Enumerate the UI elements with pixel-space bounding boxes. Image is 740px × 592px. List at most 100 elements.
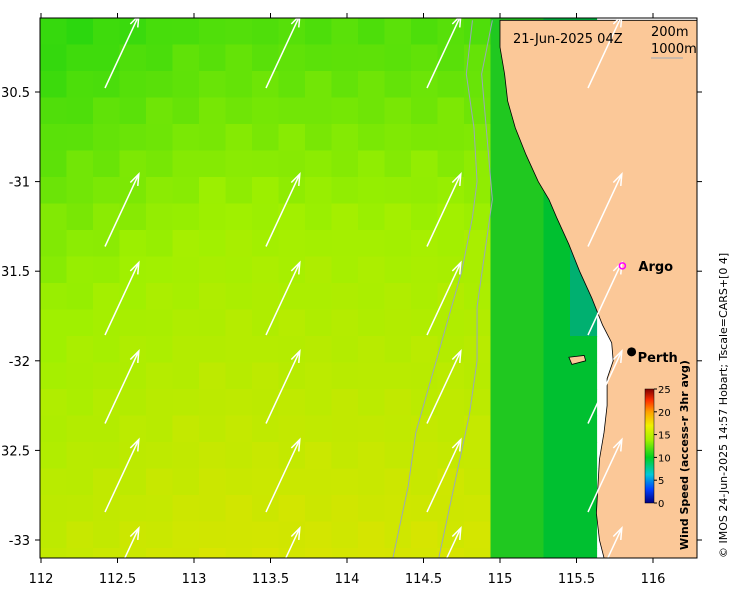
wind-cell (40, 71, 68, 99)
wind-cell (490, 495, 518, 523)
wind-cell (437, 124, 465, 152)
wind-cell (384, 203, 412, 231)
wind-cell (278, 124, 306, 152)
wind-arrow-head (612, 437, 623, 452)
wind-cell (464, 177, 492, 205)
wind-cell (146, 150, 174, 178)
wind-cell (252, 177, 280, 205)
wind-arrow-head (290, 437, 301, 452)
wind-cell (225, 495, 253, 523)
datetime-label: 21-Jun-2025 04Z (513, 32, 623, 47)
wind-cell (517, 256, 545, 284)
wind-arrow (104, 439, 140, 513)
x-tick-label: 116 (641, 572, 666, 587)
wind-cell (570, 415, 598, 443)
wind-cell (384, 177, 412, 205)
wind-cell (464, 548, 492, 558)
colorbar-tick-label: 20 (658, 408, 671, 419)
wind-cell (278, 389, 306, 417)
depth-contour (392, 20, 478, 558)
wind-cell (66, 309, 94, 337)
wind-cell (225, 203, 253, 231)
wind-cell (490, 468, 518, 496)
wind-cell (66, 336, 94, 364)
wind-cell (543, 336, 571, 364)
wind-cell (146, 336, 174, 364)
wind-cell (199, 283, 227, 311)
wind-cell (225, 309, 253, 337)
wind-cell (93, 336, 121, 364)
wind-cell (331, 468, 359, 496)
wind-cell (517, 468, 545, 496)
wind-cell (252, 362, 280, 390)
wind-cell (570, 548, 598, 558)
wind-cell (119, 44, 147, 72)
x-tick-label: 113 (182, 572, 207, 587)
wind-arrow (104, 262, 140, 336)
wind-cell (543, 495, 571, 523)
wind-cell (305, 230, 333, 258)
wind-cell (225, 548, 253, 558)
wind-cell (252, 230, 280, 258)
wind-cell (225, 442, 253, 470)
wind-cell (358, 150, 386, 178)
wind-cell (40, 521, 68, 549)
wind-cell (119, 442, 147, 470)
wind-cell (517, 309, 545, 337)
wind-cell (411, 150, 439, 178)
wind-cell (119, 256, 147, 284)
wind-cell (305, 124, 333, 152)
wind-cell (570, 495, 598, 523)
wind-cell (119, 495, 147, 523)
wind-cell (437, 44, 465, 72)
wind-cell (305, 97, 333, 125)
wind-arrow (426, 173, 462, 247)
wind-cell (358, 521, 386, 549)
wind-arrow-head (129, 349, 140, 364)
wind-cell (119, 150, 147, 178)
wind-cell (172, 256, 200, 284)
wind-cell (411, 97, 439, 125)
wind-cell (517, 230, 545, 258)
wind-cell (464, 150, 492, 178)
wind-cell (172, 71, 200, 99)
wind-cell (40, 256, 68, 284)
wind-cell (358, 309, 386, 337)
wind-cell (490, 521, 518, 549)
wind-cell (199, 442, 227, 470)
wind-cell (384, 548, 412, 558)
wind-cell (411, 468, 439, 496)
wind-cell (384, 150, 412, 178)
wind-arrow-head (612, 526, 623, 541)
colorbar-title: Wind Speed (access-r 3hr avg) (678, 360, 691, 550)
perth-label: Perth (638, 351, 678, 366)
wind-arrow-head (451, 437, 462, 452)
wind-cell (146, 230, 174, 258)
wind-cell (66, 415, 94, 443)
wind-cell (93, 362, 121, 390)
wind-cell (225, 256, 253, 284)
wind-arrow (606, 527, 623, 558)
wind-cell (252, 44, 280, 72)
wind-cell (40, 44, 68, 72)
wind-cell (93, 150, 121, 178)
wind-cell (305, 71, 333, 99)
wind-cell (305, 256, 333, 284)
credit-text: © IMOS 24-Jun-2025 14:57 Hobart; Tscale=… (717, 253, 730, 558)
wind-arrow (104, 18, 139, 89)
wind-cell (384, 362, 412, 390)
wind-cell (252, 521, 280, 549)
wind-cell (358, 44, 386, 72)
plot-frame (39, 17, 698, 559)
wind-cell (225, 336, 253, 364)
wind-cell (543, 521, 571, 549)
wind-cell (490, 177, 518, 205)
wind-cell (66, 230, 94, 258)
wind-arrow-head (129, 526, 140, 541)
wind-cell (93, 203, 121, 231)
wind-cell (411, 71, 439, 99)
wind-cell (225, 521, 253, 549)
wind-cell (93, 389, 121, 417)
wind-cell (305, 415, 333, 443)
wind-cell (146, 44, 174, 72)
